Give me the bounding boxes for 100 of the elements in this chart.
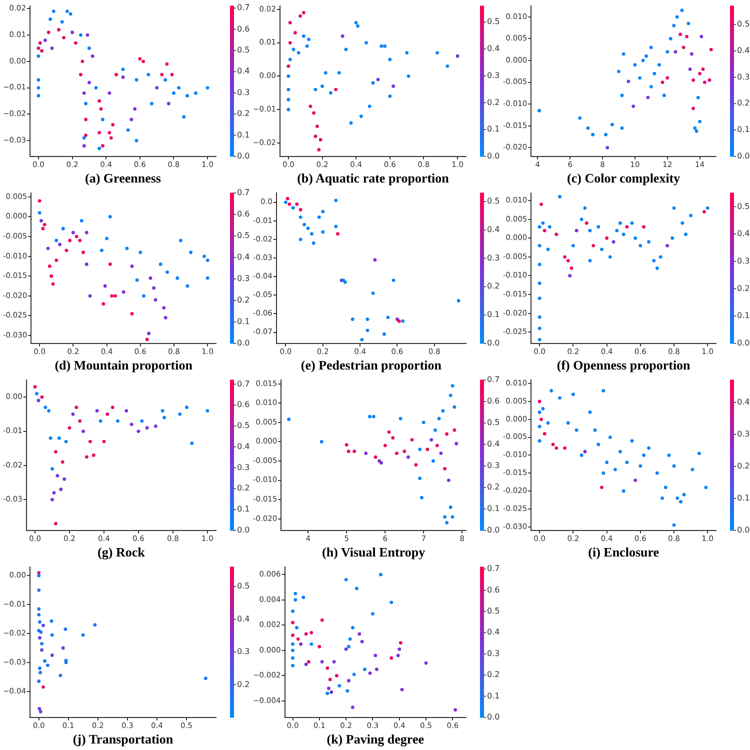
- point: [58, 242, 62, 246]
- point: [446, 478, 450, 482]
- point: [652, 72, 656, 76]
- color-bar-label: 0.0: [237, 151, 250, 160]
- color-bar-label: 0.3: [487, 70, 500, 80]
- point: [383, 44, 387, 48]
- color-bar-label: 0.2: [237, 484, 250, 493]
- point: [304, 662, 308, 666]
- point: [396, 654, 400, 658]
- point: [588, 410, 592, 414]
- point: [638, 464, 642, 468]
- point: [145, 426, 149, 430]
- point: [649, 84, 653, 88]
- point: [48, 436, 52, 440]
- x-axis-title: (g) Rock: [98, 544, 146, 560]
- color-bar-label: 0.5: [487, 17, 500, 26]
- point: [47, 409, 51, 412]
- color-bar-label: 0.0: [487, 338, 500, 348]
- point: [602, 389, 606, 392]
- point: [368, 104, 372, 108]
- point: [540, 202, 543, 206]
- point: [646, 96, 650, 100]
- point: [295, 202, 299, 206]
- point: [162, 416, 166, 420]
- point: [298, 14, 302, 18]
- point: [124, 409, 128, 412]
- point: [338, 684, 342, 688]
- point: [678, 32, 682, 36]
- point: [37, 571, 41, 574]
- point: [337, 71, 341, 75]
- point: [696, 96, 700, 100]
- point: [660, 80, 664, 84]
- color-bar-label: 0.3: [487, 253, 500, 262]
- point: [54, 450, 58, 454]
- point: [135, 278, 139, 282]
- point: [130, 312, 134, 316]
- point: [206, 258, 210, 262]
- point: [305, 44, 309, 48]
- point: [302, 10, 306, 14]
- point: [620, 126, 624, 130]
- point: [448, 394, 452, 398]
- point: [291, 634, 294, 637]
- color-bar-label: 0.7: [237, 3, 250, 12]
- color-bar-label: 0.2: [737, 461, 750, 470]
- color-bar-label: 0.3: [487, 648, 500, 658]
- point: [383, 444, 387, 448]
- point: [68, 238, 72, 242]
- point: [686, 22, 690, 26]
- point: [392, 278, 396, 282]
- x-axis-title: (h) Visual Entropy: [322, 544, 426, 560]
- color-bar-label: 0.5: [487, 418, 500, 428]
- point: [317, 215, 321, 219]
- color-bar-label: 0.4: [487, 628, 500, 637]
- point: [344, 578, 348, 582]
- point: [366, 328, 370, 332]
- point: [388, 58, 392, 62]
- point: [61, 226, 65, 230]
- point: [294, 31, 297, 34]
- point: [563, 446, 566, 450]
- point: [158, 262, 162, 266]
- point: [340, 34, 344, 38]
- point: [307, 660, 310, 664]
- color-bar-label: 0.6: [487, 585, 500, 594]
- point: [38, 211, 42, 214]
- point: [443, 467, 447, 470]
- point: [291, 620, 294, 624]
- point: [398, 416, 402, 420]
- point: [166, 270, 169, 274]
- x-axis-title: (c) Color complexity: [567, 170, 681, 186]
- point: [336, 232, 340, 236]
- point: [329, 91, 332, 95]
- point: [571, 244, 575, 248]
- point: [326, 692, 330, 696]
- point: [185, 406, 188, 410]
- point: [288, 41, 292, 44]
- point: [596, 442, 600, 446]
- point: [37, 613, 41, 616]
- point: [538, 244, 542, 248]
- point: [102, 440, 106, 444]
- point: [80, 219, 84, 222]
- color-bar-label: 0.0: [487, 151, 500, 160]
- color-bar-label: 0.0: [487, 712, 500, 722]
- point: [682, 46, 686, 50]
- point: [374, 654, 378, 658]
- x-axis-title: (i) Enclosure: [588, 544, 660, 560]
- point: [690, 52, 694, 56]
- point: [310, 232, 314, 236]
- point: [630, 221, 634, 225]
- point: [406, 455, 410, 459]
- point: [38, 199, 42, 203]
- point: [59, 488, 63, 492]
- point: [312, 111, 316, 115]
- color-bar-label: 0.6: [237, 24, 250, 34]
- color-bar-label: 0.1: [487, 124, 500, 134]
- color-bar-label: 0.7: [487, 375, 500, 384]
- point: [538, 262, 542, 266]
- point: [140, 419, 144, 423]
- point: [360, 640, 364, 644]
- x-axis-title: (e) Pedestrian proportion: [300, 358, 442, 373]
- point: [202, 254, 206, 258]
